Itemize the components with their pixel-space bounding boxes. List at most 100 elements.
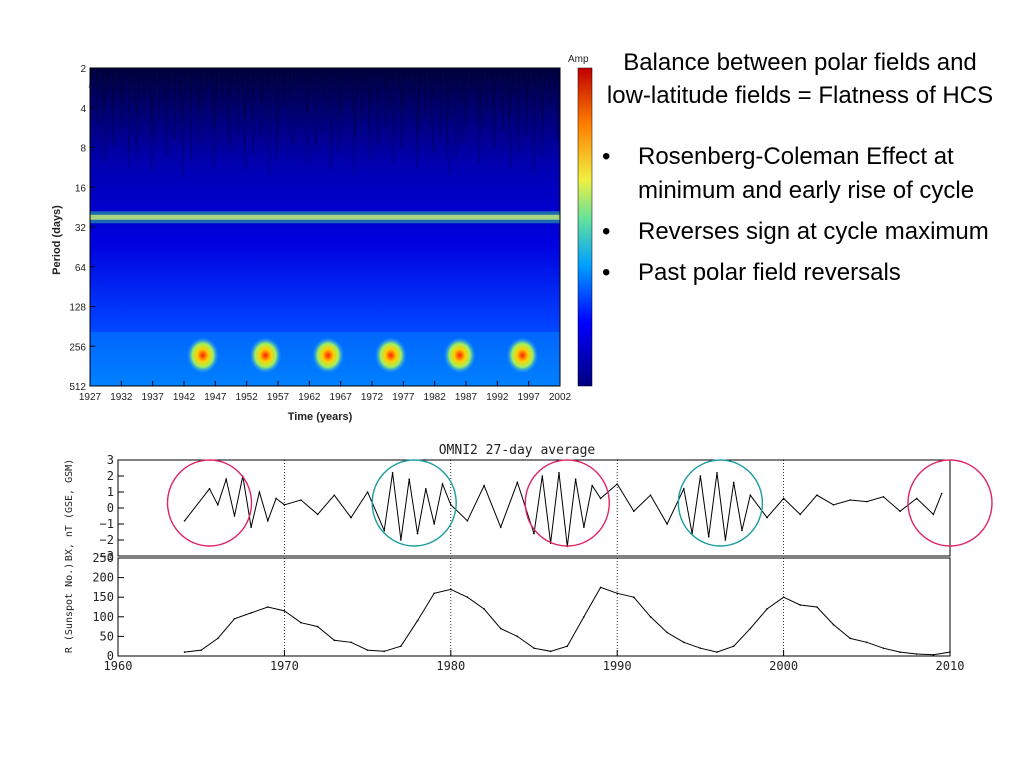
noise-streak [540,69,545,158]
x-tick-label: 1942 [173,392,196,403]
sunspot-data-point [583,616,585,618]
sunspot-data-point [899,651,901,653]
sunspot-data-point [250,612,252,614]
x-tick-label: 1947 [204,392,227,403]
bx-data-point [633,510,635,512]
bx-data-point [782,497,785,500]
sunspot-data-point [366,649,369,651]
noise-streak [182,69,187,125]
bx-data-point [416,532,419,535]
bx-data-point [899,510,901,512]
bx-data-point [483,484,485,487]
bx-y-tick-label: −2 [100,533,114,547]
noise-streak [494,69,499,95]
noise-streak [195,69,200,109]
bx-data-point [391,472,394,474]
hot-spot [374,337,407,374]
noise-streak [382,69,387,91]
y-tick-label: 128 [69,303,86,314]
noise-streak [413,69,418,133]
noise-streak [244,69,249,119]
wavelet-background [90,68,560,386]
bx-data-point [849,499,851,501]
bx-y-tick-label: 1 [107,485,114,499]
sunspot-data-point [799,604,802,606]
noise-streak [304,69,309,166]
bx-data-point [541,475,544,477]
bx-data-point [183,520,186,522]
bx-data-point [383,529,386,532]
bx-data-point [558,472,560,474]
noise-streak [507,69,512,169]
bx-data-point [450,504,452,506]
explanation-panel: Balance between polar fields and low-lat… [600,46,1000,297]
sunspot-y-axis-label: R (Sunspot No.) [64,563,75,653]
sunspot-data-point [732,645,735,647]
bx-data-point [940,492,943,495]
noise-streak [260,69,265,140]
bx-data-point [250,526,252,528]
hot-spot [506,337,539,374]
sunspot-data-point [633,596,635,598]
bx-data-point [816,494,818,496]
x-tick-label: 1972 [361,392,384,403]
sunspot-y-tick-label: 150 [92,590,114,604]
y-tick-label: 64 [75,263,87,274]
noise-streak [179,69,184,178]
bx-data-point [749,494,752,496]
bx-data-point [516,481,519,484]
bx-panel: 3 2 1 0 −1 −2 −3 [100,453,951,563]
wavelet-axes: 1927 1932 1937 1942 1947 1952 1957 1962 1967 1972… [69,64,571,403]
sunspot-data-point [383,650,386,653]
noise-streak [400,69,405,149]
noise-streak [429,69,434,154]
noise-streak [101,69,106,163]
bx-data-point [799,513,802,516]
sunspot-frame [117,557,951,657]
sunspot-data-point [200,649,202,651]
bx-data-point [425,488,427,490]
sunspot-data-point [915,653,918,655]
bx-data-point [225,478,227,480]
sunspot-data-point [450,588,452,591]
noise-streak [523,69,528,100]
sunspot-data-point [233,617,236,620]
bx-data-point [724,539,727,541]
colorbar [577,67,593,387]
bx-data-point [208,488,211,490]
ring-annotation [166,459,253,547]
bx-data-point [366,491,369,493]
bx-data-point [716,472,718,474]
noise-streak [226,69,231,151]
bx-series-line [184,472,943,547]
x-tick-label: 1952 [236,392,259,403]
noise-streak [447,69,452,122]
bullet-icon: • [602,218,611,245]
sunspot-data-point [300,621,302,624]
x-tick-label: 2002 [549,392,572,403]
noise-streak [273,69,278,124]
bx-data-point [932,513,935,516]
noise-streak [197,69,202,146]
sunspot-data-point [599,586,602,589]
sunspot-data-point [782,596,785,598]
noise-streak [242,69,247,172]
sunspot-data-point [483,608,485,610]
sunspot-data-point [433,592,435,595]
sunspot-y-tick-label: 50 [100,629,114,643]
hot-spot [312,337,345,374]
y-tick-label: 8 [80,144,86,155]
wavelet-y-axis-label: Period (days) [51,205,63,275]
bx-data-point [333,494,336,496]
x-tick-label: 2000 [769,659,798,673]
y-tick-label: 2 [80,64,86,75]
bx-y-tick-label: −3 [100,549,114,563]
sunspot-y-tick-label: 200 [92,571,114,585]
ring-annotation [371,459,457,547]
x-tick-label: 1927 [79,392,102,403]
x-tick-label: 1970 [270,659,299,673]
sunspot-data-point [766,608,768,610]
x-tick-label: 1992 [486,392,509,403]
noise-streak [416,69,421,170]
x-tick-label: 1967 [330,392,353,403]
